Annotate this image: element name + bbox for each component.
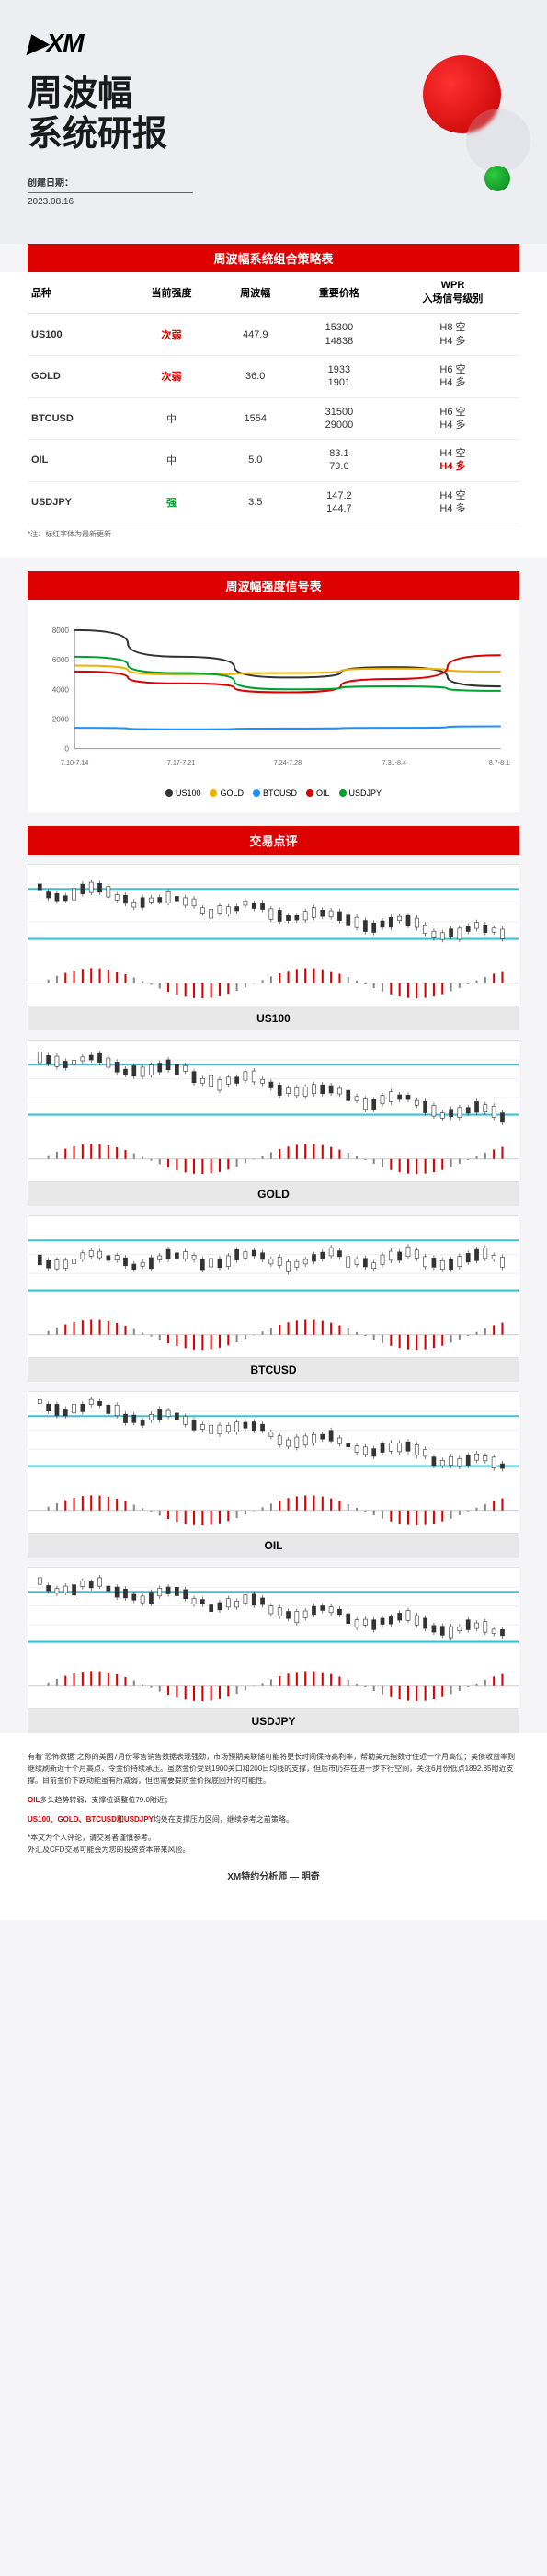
legend-item: US100	[165, 788, 201, 798]
footer-signature: XM特约分析师 — 明奇	[28, 1870, 519, 1885]
table-header: 当前强度	[125, 272, 219, 314]
signal-banner: 周波幅强度信号表	[28, 571, 519, 600]
table-header: 重要价格	[292, 272, 386, 314]
decor-circle-green	[484, 166, 510, 191]
table-header: WPR入场信号级别	[386, 272, 519, 314]
footer-disclaimer: *本文为个人评论，请交易者谨慎参考。外汇及CFD交易可能会为您的投资资本带来风险…	[28, 1833, 519, 1857]
svg-text:8000: 8000	[52, 627, 70, 635]
svg-text:7.10-7.14: 7.10-7.14	[61, 759, 88, 767]
svg-text:8.7-8.11: 8.7-8.11	[489, 759, 510, 767]
trade-chart-label: GOLD	[28, 1182, 519, 1206]
decor-circle-grey	[466, 109, 530, 173]
table-header: 品种	[28, 272, 125, 314]
date-label: 创建日期：	[28, 175, 519, 189]
svg-text:7.17-7.21: 7.17-7.21	[167, 759, 195, 767]
legend-item: GOLD	[210, 788, 244, 798]
footer-p1: 有着"恐怖数据"之称的美国7月份零售销售数据表现强劲，市场预期美联储可能将更长时…	[28, 1752, 519, 1787]
footer-p2: OIL多头趋势转弱，支撑位调整位79.0附近；	[28, 1795, 519, 1807]
trade-chart-btcusd: BTCUSD	[28, 1215, 519, 1382]
svg-text:0: 0	[64, 745, 69, 753]
chart-legend: US100 GOLD BTCUSD OIL USDJPY	[37, 788, 510, 799]
svg-text:7.31-8.4: 7.31-8.4	[382, 759, 406, 767]
table-row: OIL中5.083.179.0H4 空H4 多	[28, 440, 519, 482]
trade-chart-us100: US100	[28, 864, 519, 1030]
svg-text:6000: 6000	[52, 657, 70, 665]
table-row: BTCUSD中15543150029000H6 空H4 多	[28, 397, 519, 440]
trade-chart-label: USDJPY	[28, 1709, 519, 1733]
trade-chart-label: BTCUSD	[28, 1358, 519, 1382]
date-value: 2023.08.16	[28, 197, 519, 207]
logo: ▶XM	[28, 28, 519, 58]
table-header: 周波幅	[219, 272, 292, 314]
svg-text:4000: 4000	[52, 686, 70, 695]
trade-chart-usdjpy: USDJPY	[28, 1567, 519, 1733]
trade-chart-label: OIL	[28, 1534, 519, 1558]
strategy-table: 品种当前强度周波幅重要价格WPR入场信号级别 US100次弱447.915300…	[28, 272, 519, 523]
header: ▶XM 周波幅 系统研报 创建日期： 2023.08.16	[0, 0, 547, 244]
footer-p3: US100、GOLD、BTCUSD和USDJPY均处在支撑压力区间，继续参考之前…	[28, 1814, 519, 1826]
commentary-banner: 交易点评	[28, 826, 519, 855]
table-row: GOLD次弱36.019331901H6 空H4 多	[28, 355, 519, 397]
strategy-table-wrap: 品种当前强度周波幅重要价格WPR入场信号级别 US100次弱447.915300…	[0, 272, 547, 558]
svg-text:7.24-7.28: 7.24-7.28	[274, 759, 302, 767]
table-row: US100次弱447.91530014838H8 空H4 多	[28, 314, 519, 356]
trade-chart-label: US100	[28, 1006, 519, 1030]
table-note: *注：标红字体为最新更新	[28, 529, 519, 539]
table-row: USDJPY强3.5147.2144.7H4 空H4 多	[28, 481, 519, 523]
trade-chart-oil: OIL	[28, 1391, 519, 1558]
signal-chart: 0 2000 4000 6000 8000 7.10-7.14 7.17-7.21 7.24-…	[28, 600, 519, 812]
legend-item: OIL	[306, 788, 330, 798]
legend-item: USDJPY	[339, 788, 382, 798]
trade-chart-gold: GOLD	[28, 1040, 519, 1206]
strategy-banner: 周波幅系统组合策略表	[28, 244, 519, 272]
footer: 有着"恐怖数据"之称的美国7月份零售销售数据表现强劲，市场预期美联储可能将更长时…	[0, 1733, 547, 1920]
legend-item: BTCUSD	[253, 788, 297, 798]
svg-text:2000: 2000	[52, 716, 70, 724]
